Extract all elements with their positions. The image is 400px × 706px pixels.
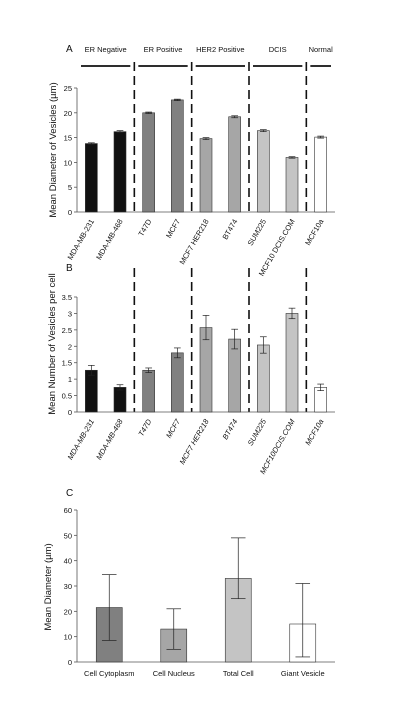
panel-b-separators xyxy=(133,268,308,412)
panel-b-x-tick-label: MCF7 HER218 xyxy=(178,417,212,466)
panel-a-x-tick-label: MCF7 xyxy=(164,218,182,240)
panel-b-x-tick-label: MDA-MB-468 xyxy=(94,417,125,462)
panel-a-separators xyxy=(133,62,308,212)
panel-1-y-tick-label: 3.5 xyxy=(62,293,72,302)
panel-c-letter: C xyxy=(66,488,73,499)
panel-b-bar-mcf7-her218 xyxy=(199,327,213,413)
panel-a-x-tick-label: BT474 xyxy=(221,218,240,242)
panel-0-y-tick-label: 10 xyxy=(64,158,72,167)
panel-b-y-axis-label: Mean Number of Vesicles per cell xyxy=(47,273,58,415)
panel-b-bar-mda-mb-468 xyxy=(113,387,127,413)
panel-c-x-tick-labels: Cell Cytoplasm Cell Nucleus Total Cell Gian… xyxy=(84,669,325,678)
panel-0-y-tick-label: 20 xyxy=(64,109,72,118)
panel-a-bars xyxy=(77,98,335,213)
panel-2-y-tick-label: 40 xyxy=(64,557,72,566)
panel-2-y-tick-label: 30 xyxy=(64,582,72,591)
panel-0-y-tick-label: 0 xyxy=(68,208,72,217)
panel-a-bar-mcf7-her218 xyxy=(199,138,213,213)
panel-0-y-tick-label: 5 xyxy=(68,183,72,192)
panel-c-y-axis-label: Mean Diameter (µm) xyxy=(43,543,54,630)
panel-a-bar-t47d xyxy=(142,112,155,213)
panel-a-bar-sum225 xyxy=(257,130,270,213)
panel-b-bar-mda-mb-231 xyxy=(85,369,98,413)
panel-b-x-tick-label: MDA-MB-231 xyxy=(66,418,97,462)
panel-a-bar-mcf10-dcis-com xyxy=(285,157,299,213)
panel-a-x-tick-label: T47D xyxy=(136,217,153,238)
panel-b-bars xyxy=(77,307,335,413)
panel-c-bars xyxy=(77,537,335,663)
panel-b-y-axis: 0 0.5 1 1.5 2 2.5 3 3.5 xyxy=(62,293,78,417)
panel-a-bar-mda-mb-231 xyxy=(85,143,98,213)
panel-b-bar-bt474 xyxy=(228,338,241,413)
panel-a-bar-mda-mb-468 xyxy=(113,131,127,213)
panel-c-x-tick-label: Cell Nucleus xyxy=(153,669,195,678)
panel-c-x-tick-label: Giant Vesicle xyxy=(281,669,325,678)
panel-a-bar-bt474 xyxy=(228,116,241,213)
panel-2-y-tick-label: 50 xyxy=(64,531,72,540)
panel-b-bar-t47d xyxy=(142,369,155,413)
panel-b-x-tick-label: MCF10a xyxy=(303,418,325,447)
panel-1-y-tick-label: 2.5 xyxy=(62,326,72,335)
panel-c-x-tick-label: Total Cell xyxy=(223,669,254,678)
panel-1-y-tick-label: 0 xyxy=(68,408,72,417)
panel-1-y-tick-label: 2 xyxy=(68,342,72,351)
panel-0-y-tick-label: 15 xyxy=(64,134,72,143)
panel-b-bar-mcf10dcis-com xyxy=(285,313,299,413)
panel-a-x-tick-label: MDA-MB-468 xyxy=(94,218,125,262)
panel-a: A ER Negative ER Positive HER2 Positive DCI… xyxy=(48,44,335,278)
panel-b-bar-mcf7 xyxy=(171,352,184,413)
panel-b-x-tick-label: T47D xyxy=(136,417,153,438)
panel-b-letter: B xyxy=(66,263,73,274)
panel-c: C Mean Diameter (µm) 0 10 20 30 40 50 60 Cell … xyxy=(43,488,335,678)
panel-a-bar-mcf10a xyxy=(314,136,327,213)
panel-b-x-tick-label: BT474 xyxy=(221,418,240,442)
panel-a-x-tick-label: MCF10a xyxy=(303,217,326,247)
panel-0-y-tick-label: 25 xyxy=(64,84,72,93)
panel-b-x-tick-label: SUM225 xyxy=(246,417,269,447)
panel-a-group-label: Normal xyxy=(309,45,334,54)
panel-1-y-tick-label: 0.5 xyxy=(62,392,72,401)
panel-a-group-label: DCIS xyxy=(269,45,287,54)
panel-a-letter: A xyxy=(66,44,73,55)
panel-a-x-tick-label: MDA-MB-231 xyxy=(66,218,97,262)
panel-a-group-label: ER Positive xyxy=(144,45,183,54)
panel-1-y-tick-label: 3 xyxy=(68,309,72,318)
panel-1-y-tick-label: 1.5 xyxy=(62,359,72,368)
panel-b-bar-sum225 xyxy=(257,344,270,413)
panel-b-bar-mcf10a xyxy=(314,387,327,413)
panel-c-y-axis: 0 10 20 30 40 50 60 xyxy=(64,506,78,667)
panel-2-y-tick-label: 20 xyxy=(64,607,72,616)
panel-a-x-tick-label: MCF7 HER218 xyxy=(178,218,211,267)
panel-b-x-tick-label: MCF7 xyxy=(164,417,182,440)
panel-a-y-axis: 0 5 10 15 20 25 xyxy=(64,84,78,217)
panel-c-x-tick-label: Cell Cytoplasm xyxy=(84,669,134,678)
panel-a-group-labels: ER Negative ER Positive HER2 Positive DCIS N… xyxy=(81,45,334,67)
panel-a-group-label: HER2 Positive xyxy=(196,45,244,54)
panel-a-bar-mcf7 xyxy=(171,99,184,213)
panel-2-y-tick-label: 0 xyxy=(68,658,72,667)
panel-b: B Mean Number of Vesicles per cell 0 0.5 1… xyxy=(47,263,335,476)
panel-a-y-axis-label: Mean Diameter of Vesicles (µm) xyxy=(48,82,59,217)
panel-a-x-tick-label: SUM225 xyxy=(246,218,268,248)
panel-2-y-tick-label: 60 xyxy=(64,506,72,515)
panel-2-y-tick-label: 10 xyxy=(64,633,72,642)
panel-a-group-label: ER Negative xyxy=(85,45,127,54)
panel-1-y-tick-label: 1 xyxy=(68,375,72,384)
